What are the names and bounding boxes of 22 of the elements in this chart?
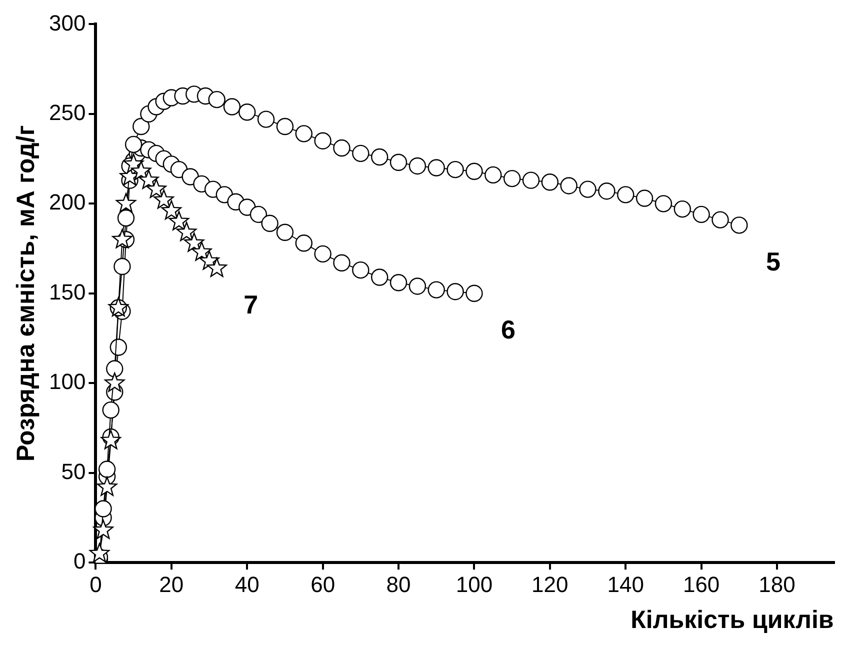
- y-tick-label: 50: [61, 458, 86, 484]
- y-tick-label: 250: [48, 100, 86, 125]
- x-tick-label: 140: [607, 572, 644, 597]
- x-tick-label: 80: [386, 572, 411, 597]
- series-label: 5: [766, 246, 780, 276]
- y-tick-label: 200: [48, 190, 86, 215]
- y-tick-label: 300: [48, 10, 86, 36]
- x-tick-label: 40: [234, 572, 260, 597]
- x-tick-label: 20: [159, 572, 184, 597]
- x-tick-label: 160: [682, 572, 720, 597]
- x-tick-label: 0: [90, 572, 102, 597]
- x-axis-title: Кількість циклів: [630, 606, 834, 634]
- y-tick-label: 100: [48, 369, 86, 394]
- y-tick-label: 0: [73, 548, 86, 574]
- x-tick-label: 120: [532, 572, 568, 597]
- x-tick-label: 180: [758, 572, 796, 597]
- x-tick-label: 100: [456, 572, 493, 597]
- x-tick-label: 60: [310, 572, 336, 597]
- series-label: 7: [244, 289, 258, 320]
- series-label: 6: [500, 314, 516, 345]
- y-tick-label: 150: [48, 279, 86, 304]
- y-axis-title: Розрядна ємність, мА год/г: [12, 125, 40, 462]
